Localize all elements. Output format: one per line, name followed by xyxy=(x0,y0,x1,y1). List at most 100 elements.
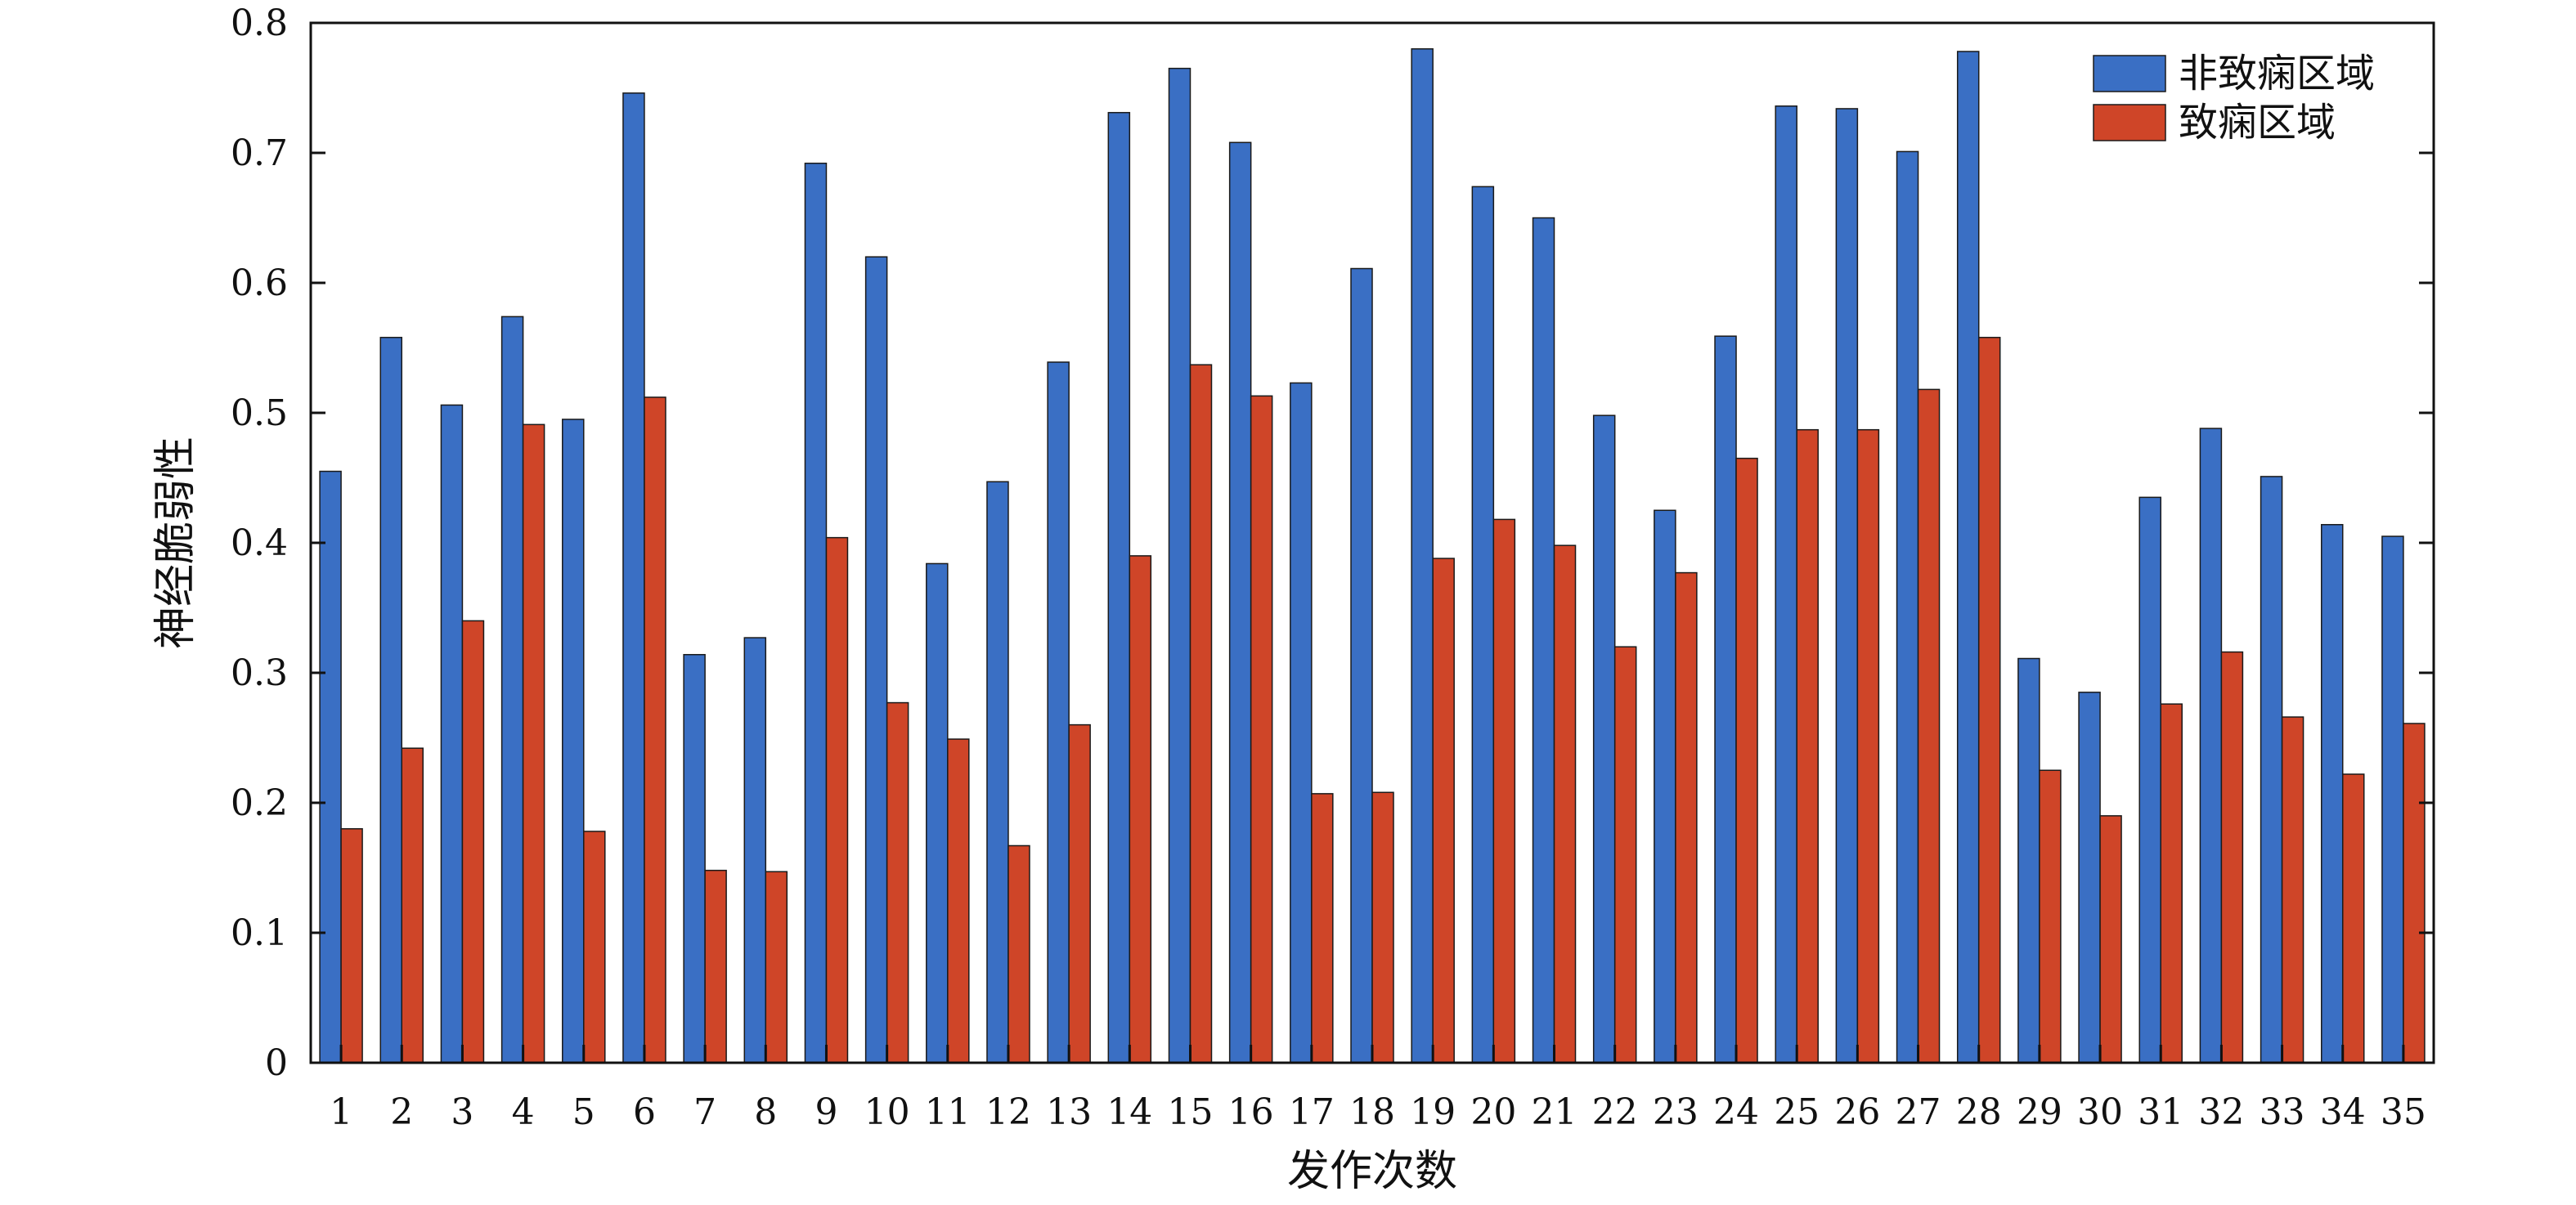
x-tick-label-31: 31 xyxy=(2138,1091,2183,1133)
bar-epileptogenic-9 xyxy=(825,536,849,1064)
x-tick-label-29: 29 xyxy=(2017,1091,2062,1133)
legend-swatch-non-epileptogenic xyxy=(2093,55,2166,92)
bar-non-epileptogenic-14 xyxy=(1107,111,1131,1064)
bar-epileptogenic-12 xyxy=(1008,844,1030,1064)
bar-epileptogenic-10 xyxy=(886,701,909,1064)
x-tick-label-4: 4 xyxy=(512,1091,535,1133)
bar-non-epileptogenic-8 xyxy=(743,637,767,1064)
bar-non-epileptogenic-10 xyxy=(864,256,888,1064)
x-tick-label-35: 35 xyxy=(2381,1091,2426,1133)
legend-label-non-epileptogenic: 非致痫区域 xyxy=(2179,51,2375,96)
bar-non-epileptogenic-9 xyxy=(804,162,828,1064)
bar-non-epileptogenic-12 xyxy=(986,481,1009,1064)
bar-non-epileptogenic-22 xyxy=(1592,414,1616,1064)
bar-non-epileptogenic-2 xyxy=(379,337,403,1064)
bar-non-epileptogenic-29 xyxy=(2017,657,2040,1064)
bar-non-epileptogenic-27 xyxy=(1896,150,1919,1064)
legend-swatch-epileptogenic xyxy=(2093,104,2166,141)
x-tick-label-16: 16 xyxy=(1228,1091,1274,1133)
bar-non-epileptogenic-19 xyxy=(1411,48,1434,1064)
y-axis-title: 神经脆弱性 xyxy=(151,437,200,649)
bar-epileptogenic-18 xyxy=(1371,791,1394,1064)
bar-epileptogenic-8 xyxy=(765,871,788,1064)
bar-epileptogenic-20 xyxy=(1492,518,1516,1064)
bar-non-epileptogenic-23 xyxy=(1654,509,1676,1064)
x-tick-label-19: 19 xyxy=(1410,1091,1456,1133)
bar-non-epileptogenic-3 xyxy=(440,404,464,1064)
x-tick-label-27: 27 xyxy=(1896,1091,1941,1133)
bar-non-epileptogenic-15 xyxy=(1168,67,1192,1064)
bar-epileptogenic-31 xyxy=(2160,703,2183,1064)
bar-epileptogenic-26 xyxy=(1856,428,1880,1064)
x-tick-label-8: 8 xyxy=(754,1091,777,1133)
y-tick-label-8: 0.8 xyxy=(231,2,288,44)
bar-epileptogenic-30 xyxy=(2099,815,2122,1064)
x-tick-label-32: 32 xyxy=(2198,1091,2244,1133)
y-tick-label-3: 0.3 xyxy=(231,652,288,694)
bar-non-epileptogenic-28 xyxy=(1956,51,1980,1064)
y-tick-label-6: 0.6 xyxy=(231,262,288,304)
bar-non-epileptogenic-32 xyxy=(2199,428,2223,1064)
bar-epileptogenic-29 xyxy=(2039,769,2062,1064)
bar-non-epileptogenic-5 xyxy=(562,419,585,1064)
bar-non-epileptogenic-24 xyxy=(1714,335,1737,1064)
x-tick-label-23: 23 xyxy=(1653,1091,1699,1133)
bar-epileptogenic-13 xyxy=(1068,723,1091,1064)
x-tick-label-24: 24 xyxy=(1713,1091,1759,1133)
bar-epileptogenic-16 xyxy=(1250,395,1273,1064)
x-tick-label-30: 30 xyxy=(2077,1091,2123,1133)
bar-epileptogenic-32 xyxy=(2220,651,2244,1064)
x-tick-label-6: 6 xyxy=(633,1091,656,1133)
x-tick-label-10: 10 xyxy=(864,1091,910,1133)
legend-label-epileptogenic: 致痫区域 xyxy=(2179,100,2336,146)
x-tick-label-5: 5 xyxy=(572,1091,595,1133)
x-tick-label-9: 9 xyxy=(815,1091,837,1133)
x-axis-title: 发作次数 xyxy=(1287,1147,1457,1196)
bar-epileptogenic-5 xyxy=(583,831,606,1064)
bar-epileptogenic-27 xyxy=(1917,388,1941,1064)
bar-epileptogenic-34 xyxy=(2341,773,2365,1064)
x-tick-label-14: 14 xyxy=(1106,1091,1152,1133)
bar-non-epileptogenic-21 xyxy=(1532,217,1555,1064)
bar-epileptogenic-7 xyxy=(704,869,727,1064)
y-tick-label-1: 0.1 xyxy=(231,912,288,954)
bar-non-epileptogenic-7 xyxy=(683,653,706,1064)
y-tick-label-4: 0.4 xyxy=(231,522,288,564)
bar-epileptogenic-11 xyxy=(947,738,970,1064)
x-tick-label-13: 13 xyxy=(1046,1091,1092,1133)
x-tick-label-34: 34 xyxy=(2320,1091,2366,1133)
bar-epileptogenic-6 xyxy=(644,396,666,1064)
bar-non-epileptogenic-17 xyxy=(1290,382,1313,1064)
bar-non-epileptogenic-35 xyxy=(2381,535,2404,1064)
bar-epileptogenic-4 xyxy=(522,423,545,1064)
bar-non-epileptogenic-33 xyxy=(2260,476,2283,1064)
x-tick-label-17: 17 xyxy=(1289,1091,1335,1133)
bar-non-epileptogenic-6 xyxy=(622,92,645,1064)
bar-non-epileptogenic-16 xyxy=(1228,141,1252,1064)
bar-epileptogenic-1 xyxy=(340,828,363,1064)
x-tick-label-3: 3 xyxy=(451,1091,473,1133)
x-axis: 1 2 3 4 5 6 7 8 9 10 11 12 13 14 15 16 17 18 19 20 21 22 23 24 2… xyxy=(330,1045,2426,1133)
bar-non-epileptogenic-4 xyxy=(500,316,524,1064)
x-tick-label-22: 22 xyxy=(1592,1091,1638,1133)
x-tick-label-1: 1 xyxy=(330,1091,352,1133)
bar-epileptogenic-22 xyxy=(1613,646,1637,1064)
x-tick-label-26: 26 xyxy=(1834,1091,1880,1133)
x-tick-label-20: 20 xyxy=(1470,1091,1516,1133)
x-tick-label-12: 12 xyxy=(985,1091,1031,1133)
bar-non-epileptogenic-1 xyxy=(319,470,342,1064)
bar-epileptogenic-15 xyxy=(1189,364,1213,1064)
bar-epileptogenic-25 xyxy=(1796,428,1819,1064)
bar-non-epileptogenic-34 xyxy=(2320,523,2344,1064)
x-tick-label-33: 33 xyxy=(2260,1091,2305,1133)
x-tick-label-21: 21 xyxy=(1532,1091,1577,1133)
bars-group xyxy=(319,48,2426,1064)
bar-epileptogenic-3 xyxy=(461,620,485,1064)
bar-non-epileptogenic-20 xyxy=(1471,186,1495,1064)
bar-epileptogenic-19 xyxy=(1432,558,1455,1064)
bar-epileptogenic-35 xyxy=(2403,723,2426,1064)
x-tick-label-7: 7 xyxy=(693,1091,716,1133)
